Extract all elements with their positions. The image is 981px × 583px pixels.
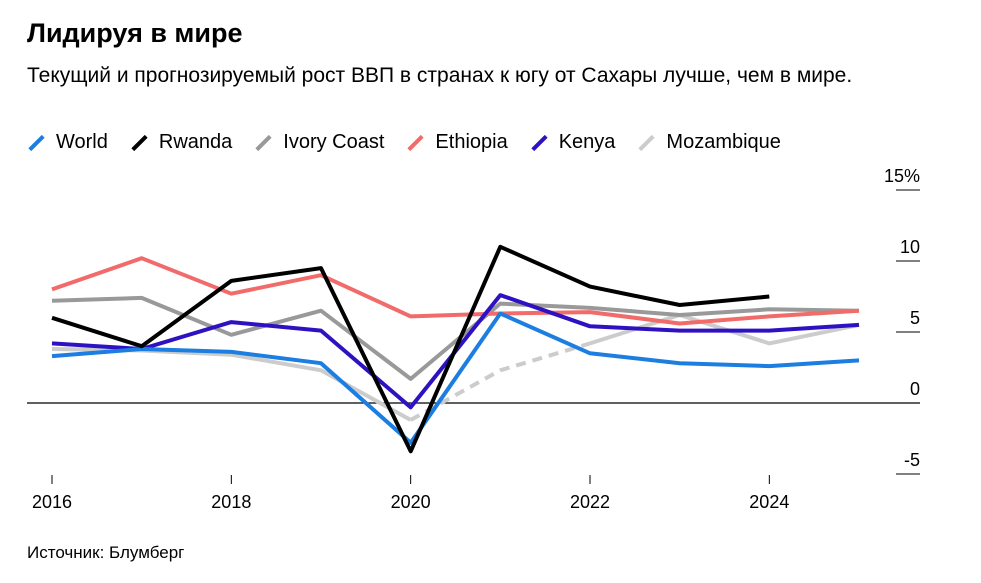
legend-label: Ivory Coast <box>283 131 385 153</box>
legend-label: Mozambique <box>666 131 781 153</box>
series-line-rwanda <box>51 244 770 454</box>
series-line-mozambique-forecast <box>409 341 591 422</box>
legend: World Rwanda Ivory Coast Ethiopia Kenya Mozam… <box>27 131 803 154</box>
x-tick-label: 2022 <box>570 492 610 512</box>
y-tick-label: -5 <box>904 450 920 470</box>
y-tick-label: 5 <box>910 308 920 328</box>
source-note: Источник: Блумберг <box>27 543 185 562</box>
x-tick-label: 2024 <box>749 492 789 512</box>
y-tick-label: 10 <box>900 237 920 257</box>
x-tick-label: 2016 <box>32 492 72 512</box>
legend-item-rwanda: Rwanda <box>130 131 232 154</box>
series-line-world <box>51 311 860 445</box>
legend-item-mozambique: Mozambique <box>637 131 781 154</box>
y-tick-label: 0 <box>910 379 920 399</box>
y-tick-label: 15% <box>884 166 920 186</box>
series-line-ethiopia <box>51 256 860 326</box>
legend-item-kenya: Kenya <box>530 131 616 154</box>
x-tick-label: 2018 <box>211 492 251 512</box>
legend-item-ethiopia: Ethiopia <box>406 131 508 154</box>
chart-subtitle: Текущий и прогнозируемый рост ВВП в стра… <box>27 64 853 87</box>
legend-label: Rwanda <box>158 131 233 153</box>
x-tick-label: 2020 <box>391 492 431 512</box>
series-line-ivory-coast <box>51 295 860 381</box>
legend-item-ivory-coast: Ivory Coast <box>254 131 384 154</box>
chart-title: Лидируя в мире <box>27 18 243 48</box>
legend-label: Kenya <box>558 131 616 153</box>
legend-item-world: World <box>27 131 108 154</box>
legend-label: World <box>56 131 108 153</box>
legend-label: Ethiopia <box>435 131 508 153</box>
